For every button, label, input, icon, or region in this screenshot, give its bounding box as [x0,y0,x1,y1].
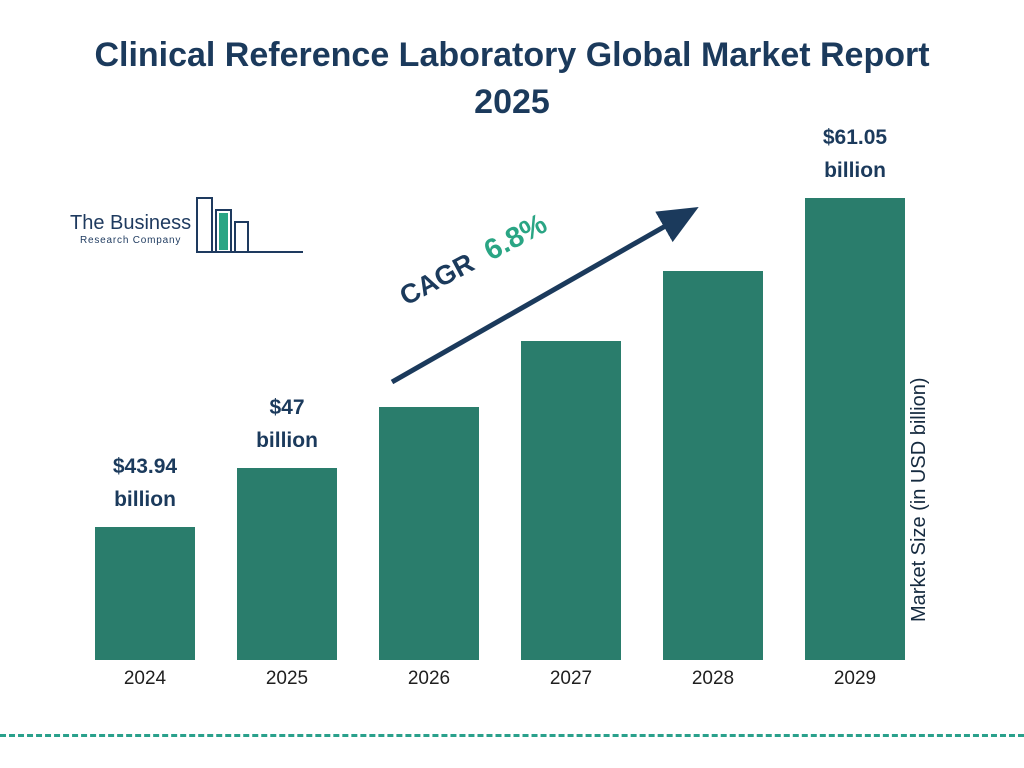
x-tick-2029: 2029 [833,668,877,689]
bar-2024 [95,527,195,660]
x-tick-2028: 2028 [691,668,735,689]
bar-column-2025: $47 billion [237,98,337,660]
bar-2026 [379,407,479,660]
company-logo-text: The Business Research Company [70,212,191,260]
logo-subname: Research Company [79,235,182,246]
bar-2028 [663,271,763,660]
bar-column-2029: $61.05 billion [805,98,905,660]
bar-chart: $43.94 billion $47 billion $61.05 billion [95,98,905,660]
bar-column-2026 [379,98,479,660]
bar-2025 [237,468,337,660]
y-axis-title: Market Size (in USD billion) [908,377,930,623]
x-tick-2024: 2024 [123,668,167,689]
x-tick-2025: 2025 [265,668,309,689]
x-axis-labels: 2024 2025 2026 2027 2028 2029 [95,668,905,690]
logo-bars-icon [196,197,304,253]
bar-column-2027 [521,98,621,660]
bar-2027 [521,341,621,660]
page-title-text: Clinical Reference Laboratory Global Mar… [94,36,930,121]
bar-value-label-2025: $47 billion [256,395,318,453]
page-title: Clinical Reference Laboratory Global Mar… [0,32,1024,126]
trend-arrow [390,207,699,385]
logo-name: The Business [70,212,192,234]
bottom-dashed-divider [0,734,1024,737]
company-logo: The Business Research Company [70,196,305,260]
x-tick-2027: 2027 [549,668,593,689]
bar-value-label-2029: $61.05 billion [822,125,888,183]
x-tick-2026: 2026 [407,668,451,689]
bar-column-2024: $43.94 billion [95,98,195,660]
bar-value-label-2024: $43.94 billion [112,454,178,512]
bar-2029 [805,198,905,660]
bar-column-2028 [663,98,763,660]
